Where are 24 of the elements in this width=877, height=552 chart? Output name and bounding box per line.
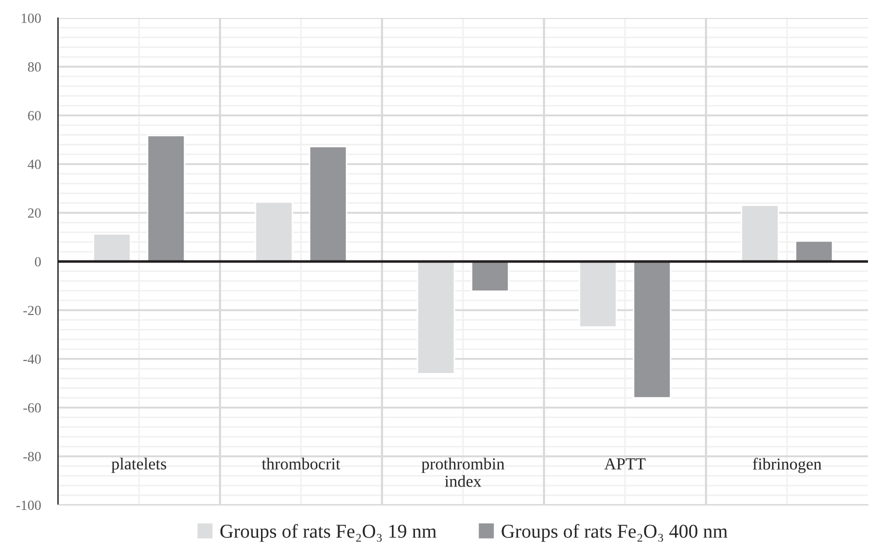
y-tick-label: -20: [23, 306, 41, 316]
y-tick-label: 40: [28, 160, 41, 170]
y-tick-label: 0: [34, 257, 41, 266]
y-tick-label: 20: [28, 208, 41, 218]
bar: [794, 240, 834, 262]
x-tick-label: fibrinogen: [752, 458, 822, 474]
y-tick-label: -40: [23, 354, 41, 364]
y-tick-label: 60: [28, 110, 41, 120]
bar: [92, 233, 132, 262]
x-tick-label: platelets: [112, 458, 166, 473]
legend-label: Groups of rats Fe₂O₃ 400 nm: [502, 524, 728, 542]
y-tick-label: 100: [22, 14, 41, 23]
x-tick-label: APTT: [604, 458, 646, 470]
bar: [146, 134, 186, 262]
y-tick-label: -60: [23, 403, 41, 413]
x-tick-label: prothrombin index: [422, 458, 504, 487]
bar: [632, 260, 672, 399]
bar: [308, 146, 348, 262]
bar: [470, 260, 510, 292]
x-tick-label: thrombocrit: [262, 458, 340, 470]
y-tick-label: -80: [23, 452, 41, 462]
y-tick-label: -100: [16, 500, 41, 510]
legend-label: Groups of rats Fe₂O₃ 19 nm: [220, 524, 436, 542]
y-tick-label: 80: [28, 62, 41, 72]
